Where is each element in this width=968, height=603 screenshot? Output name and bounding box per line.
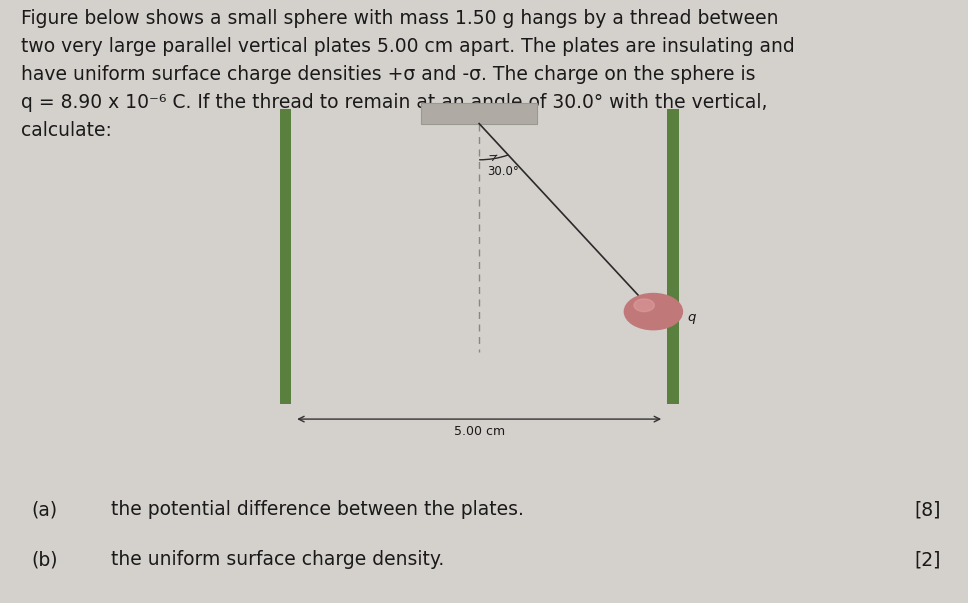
Text: (b): (b) [31,550,57,569]
Bar [667,109,679,404]
Text: Figure below shows a small sphere with mass 1.50 g hangs by a thread between
two: Figure below shows a small sphere with m… [21,9,795,140]
Text: the uniform surface charge density.: the uniform surface charge density. [111,550,444,569]
Bar [280,109,291,404]
Text: [2]: [2] [915,550,941,569]
Text: 30.0°: 30.0° [487,165,519,178]
Text: [8]: [8] [915,500,941,519]
Text: (a): (a) [31,500,57,519]
Circle shape [624,294,682,330]
Bar [421,103,537,124]
Text: the potential difference between the plates.: the potential difference between the pla… [111,500,525,519]
Text: q: q [687,311,696,324]
Text: 5.00 cm: 5.00 cm [454,425,504,438]
Circle shape [634,299,654,312]
